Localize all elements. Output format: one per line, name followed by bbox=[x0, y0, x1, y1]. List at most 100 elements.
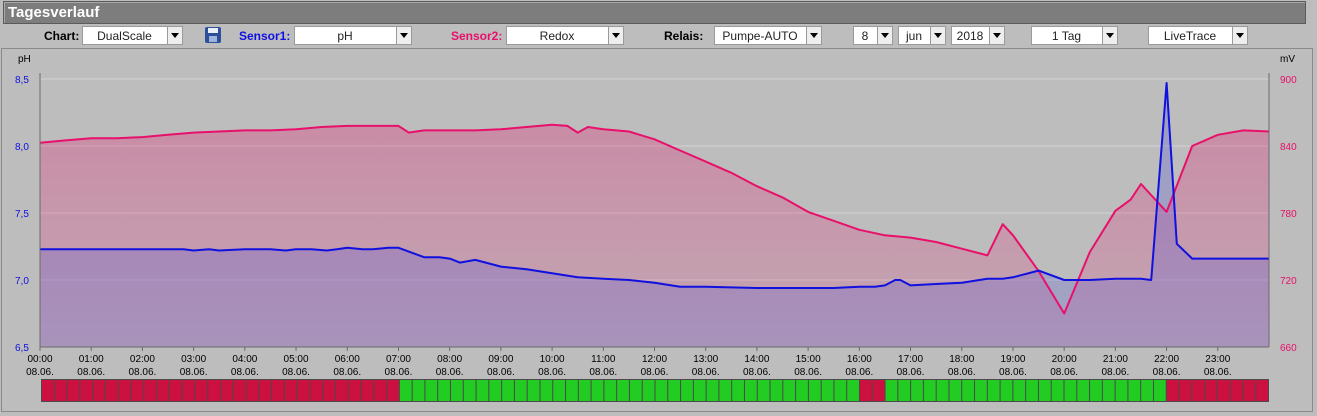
relay-segment bbox=[361, 380, 374, 401]
relay-segment bbox=[885, 380, 898, 401]
relay-segment bbox=[169, 380, 182, 401]
sensor2-select-value: Redox bbox=[539, 29, 575, 43]
relay-segment bbox=[297, 380, 310, 401]
x-tick-date: 08.06. bbox=[1101, 367, 1129, 378]
relay-segment bbox=[1166, 380, 1179, 401]
x-tick-date: 08.06. bbox=[538, 367, 566, 378]
chart-label: Chart: bbox=[44, 29, 80, 43]
chevron-down-icon[interactable] bbox=[877, 27, 892, 44]
x-tick-label: 22:00 bbox=[1154, 354, 1179, 365]
y2-tick-label: 780 bbox=[1280, 209, 1297, 220]
y1-tick-label: 8,0 bbox=[15, 142, 29, 153]
ph-area bbox=[40, 83, 1269, 347]
relay-segment bbox=[412, 380, 425, 401]
relay-segment bbox=[144, 380, 157, 401]
x-tick-label: 04:00 bbox=[232, 354, 257, 365]
relay-segment bbox=[975, 380, 987, 401]
relay-segment bbox=[872, 380, 885, 401]
x-tick-label: 08:00 bbox=[437, 354, 462, 365]
relay-segment bbox=[642, 380, 655, 401]
relay-segment bbox=[105, 380, 118, 401]
relay-segment bbox=[67, 380, 80, 401]
relay-segment bbox=[42, 380, 54, 401]
relay-segment bbox=[1000, 380, 1013, 401]
relay-segment bbox=[949, 380, 962, 401]
x-tick-date: 08.06. bbox=[692, 367, 720, 378]
relay-segment bbox=[1038, 380, 1051, 401]
relay-segment bbox=[54, 380, 67, 401]
relais-select-value: Pumpe-AUTO bbox=[722, 29, 798, 43]
relay-segment bbox=[553, 380, 566, 401]
chevron-down-icon[interactable] bbox=[806, 27, 821, 44]
relay-segment bbox=[182, 380, 195, 401]
relay-segment bbox=[1192, 380, 1205, 401]
relay-segment bbox=[847, 380, 859, 401]
sensor2-select[interactable]: Redox bbox=[506, 26, 624, 45]
relay-segment bbox=[1051, 380, 1064, 401]
relay-segment bbox=[1090, 380, 1102, 401]
relay-segment bbox=[118, 380, 131, 401]
save-icon[interactable] bbox=[205, 27, 221, 43]
title-bar: Tagesverlauf bbox=[3, 1, 1306, 24]
relay-segment bbox=[80, 380, 93, 401]
x-tick-label: 15:00 bbox=[796, 354, 821, 365]
day-select[interactable]: 8 bbox=[853, 26, 893, 45]
relay-segment bbox=[1153, 380, 1166, 401]
y1-tick-label: 7,5 bbox=[15, 209, 29, 220]
relay-segment bbox=[272, 380, 284, 401]
relay-segment bbox=[706, 380, 719, 401]
x-tick-label: 11:00 bbox=[591, 354, 616, 365]
range-select[interactable]: 1 Tag bbox=[1031, 26, 1118, 45]
relay-segment bbox=[744, 380, 757, 401]
toolbar: Chart: DualScale Sensor1: pH Sensor2: Re… bbox=[0, 24, 1317, 48]
x-tick-date: 08.06. bbox=[743, 367, 771, 378]
x-tick-label: 16:00 bbox=[847, 354, 872, 365]
chevron-down-icon[interactable] bbox=[1232, 27, 1247, 44]
relay-segment bbox=[514, 380, 527, 401]
year-select[interactable]: 2018 bbox=[951, 26, 1005, 45]
chevron-down-icon[interactable] bbox=[396, 27, 411, 44]
relay-segment bbox=[796, 380, 808, 401]
relay-segment bbox=[591, 380, 604, 401]
chart-panel: pH mV 6,5 7,0 7,5 8,0 8,5 660 720 780 840 900 00:00 0… bbox=[1, 48, 1313, 412]
x-tick-date: 08.06. bbox=[948, 367, 976, 378]
relay-segment bbox=[987, 380, 1000, 401]
relay-segment bbox=[604, 380, 617, 401]
x-tick-date: 08.06. bbox=[26, 367, 54, 378]
mode-select[interactable]: LiveTrace bbox=[1148, 26, 1248, 45]
relay-segment bbox=[821, 380, 834, 401]
chevron-down-icon[interactable] bbox=[930, 27, 945, 44]
relay-segment bbox=[911, 380, 923, 401]
x-tick-label: 02:00 bbox=[130, 354, 155, 365]
relay-segment bbox=[898, 380, 911, 401]
relay-segment bbox=[438, 380, 450, 401]
chart-select[interactable]: DualScale bbox=[82, 26, 183, 45]
y2-tick-label: 660 bbox=[1280, 343, 1297, 354]
relay-segment bbox=[323, 380, 335, 401]
x-tick-label: 00:00 bbox=[27, 354, 52, 365]
chevron-down-icon[interactable] bbox=[167, 27, 182, 44]
relay-segment bbox=[348, 380, 361, 401]
x-tick-label: 06:00 bbox=[335, 354, 360, 365]
relay-segment bbox=[1256, 380, 1268, 401]
relay-segment bbox=[502, 380, 514, 401]
mode-select-value: LiveTrace bbox=[1163, 29, 1217, 43]
relay-segment bbox=[451, 380, 463, 401]
chevron-down-icon[interactable] bbox=[608, 27, 623, 44]
year-select-value: 2018 bbox=[956, 29, 984, 43]
month-select[interactable]: jun bbox=[898, 26, 946, 45]
relay-segment bbox=[259, 380, 272, 401]
relay-segment bbox=[540, 380, 553, 401]
relay-segment bbox=[1026, 380, 1038, 401]
relais-label: Relais: bbox=[664, 29, 704, 43]
relay-segment bbox=[1102, 380, 1115, 401]
relay-segment bbox=[93, 380, 105, 401]
chevron-down-icon[interactable] bbox=[1102, 27, 1117, 44]
x-tick-date: 08.06. bbox=[436, 367, 464, 378]
chart-select-value: DualScale bbox=[97, 29, 152, 43]
month-select-value: jun bbox=[905, 29, 922, 43]
chevron-down-icon[interactable] bbox=[989, 27, 1004, 44]
sensor1-select[interactable]: pH bbox=[294, 26, 412, 45]
relais-select[interactable]: Pumpe-AUTO bbox=[714, 26, 822, 45]
relay-segment bbox=[246, 380, 259, 401]
